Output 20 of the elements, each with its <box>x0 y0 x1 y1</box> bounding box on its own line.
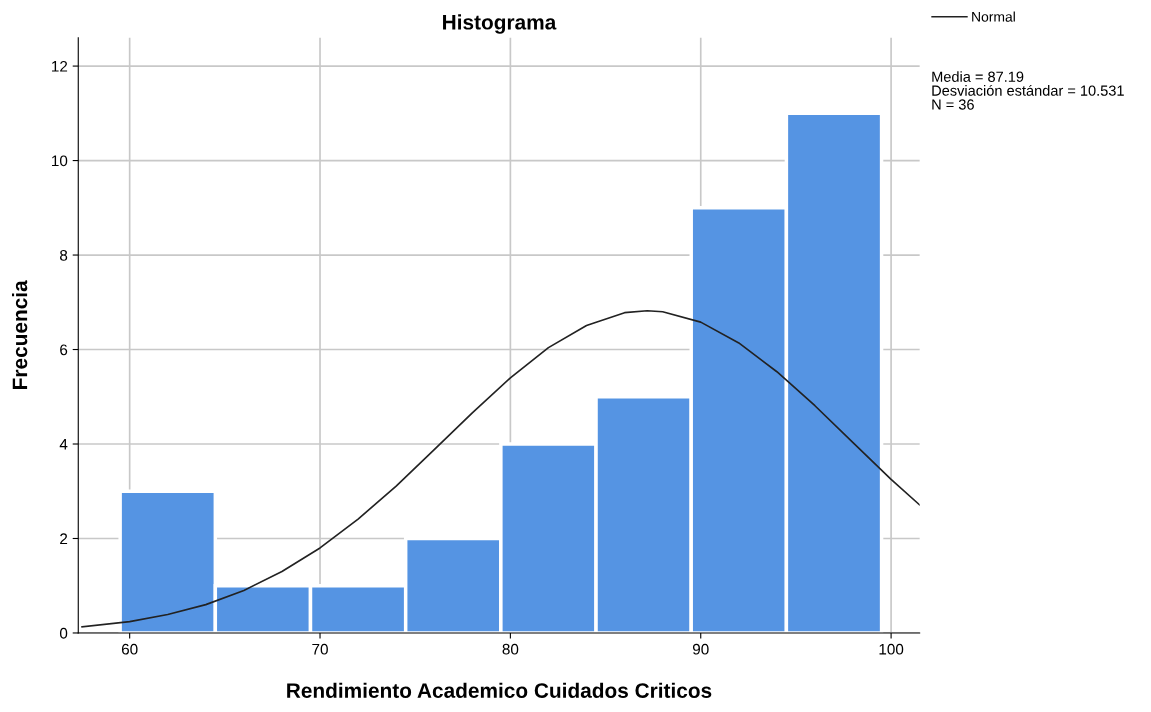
text: N = 36 <box>932 99 974 110</box>
y-tick-label: 0 <box>59 627 68 639</box>
y-tick-label: 2 <box>60 533 68 545</box>
chart-title: Histograma <box>443 14 557 34</box>
x-tick-label: 100 <box>879 643 904 655</box>
y-axis-title: Frecuencia <box>11 280 28 389</box>
y-tick-label: 10 <box>52 155 68 167</box>
y-tick-label: 12 <box>52 60 68 72</box>
y-tick-label: 4 <box>59 439 68 450</box>
x-tick-label: 80 <box>502 643 519 655</box>
line-series <box>81 309 920 628</box>
x-tick-label: 90 <box>692 643 709 655</box>
x-tick-label: 70 <box>312 643 328 655</box>
x-axis-title: Rendimiento Academico Cuidados Criticos <box>287 682 712 698</box>
text: Media = 87.19 <box>932 71 1024 82</box>
legend-label: Normal <box>972 11 1015 22</box>
y-tick-label: 6 <box>60 344 68 356</box>
x-tick-label: 60 <box>121 643 138 655</box>
text: Desviación estándar = 10.531 <box>932 84 1124 96</box>
y-tick-label: 8 <box>60 249 68 261</box>
